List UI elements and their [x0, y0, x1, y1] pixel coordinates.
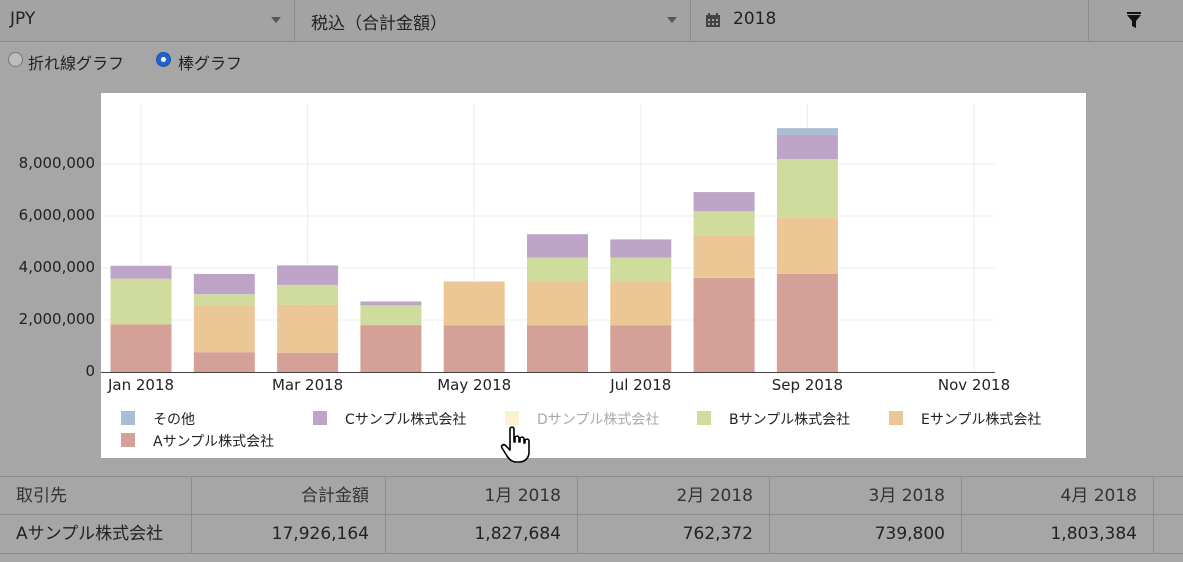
x-tick-label: Mar 2018: [272, 376, 343, 394]
y-tick-label: 4,000,000: [18, 258, 95, 276]
legend-swatch: [121, 433, 135, 447]
bar-segment[interactable]: [610, 239, 672, 258]
bar-segment[interactable]: [693, 192, 755, 212]
cell-total: 17,926,164: [192, 515, 386, 554]
radio-bar-chart-label[interactable]: 棒グラフ: [178, 54, 243, 73]
bar-segment[interactable]: [277, 304, 339, 353]
tax-mode-value: 税込（合計金額）: [311, 14, 447, 34]
bar-segment[interactable]: [776, 128, 838, 135]
bar-segment[interactable]: [527, 325, 588, 372]
legend-swatch: [889, 411, 903, 425]
bar-segment[interactable]: [277, 352, 339, 372]
table-row[interactable]: Aサンプル株式会社 17,926,164 1,827,684 762,372 7…: [0, 515, 1183, 554]
bar-segment[interactable]: [110, 265, 172, 279]
cell-month-3: 739,800: [770, 515, 962, 554]
legend-label: Eサンプル株式会社: [921, 412, 1042, 428]
bar-segment[interactable]: [110, 278, 172, 325]
filter-button[interactable]: [1089, 0, 1183, 41]
cell-client: Aサンプル株式会社: [0, 515, 192, 554]
y-tick-label: 2,000,000: [18, 310, 95, 328]
bar-segment[interactable]: [527, 257, 588, 282]
radio-line-chart-label[interactable]: 折れ線グラフ: [28, 54, 125, 73]
header-client[interactable]: 取引先: [0, 477, 192, 516]
legend-swatch: [505, 411, 519, 425]
chart-legend: その他 Cサンプル株式会社 Dサンプル株式会社 Bサンプル株式会社 Eサンプル株式会社 A…: [101, 409, 1086, 453]
legend-swatch: [121, 411, 135, 425]
year-value: 2018: [733, 9, 777, 29]
cell-month-1: 1,827,684: [386, 515, 578, 554]
bar-segment[interactable]: [610, 325, 672, 372]
x-tick-label: May 2018: [437, 376, 511, 394]
bar-segment[interactable]: [610, 257, 672, 282]
calendar-icon: [706, 13, 720, 27]
bar-segment[interactable]: [443, 281, 505, 326]
legend-label: その他: [153, 412, 195, 428]
cell-month-4: 1,803,384: [962, 515, 1154, 554]
y-tick-label: 8,000,000: [18, 154, 95, 172]
cell-month-2: 762,372: [578, 515, 770, 554]
y-tick-label: 6,000,000: [18, 206, 95, 224]
bar-segment[interactable]: [360, 301, 422, 306]
x-tick-label: Jul 2018: [609, 376, 671, 394]
bar-segment[interactable]: [693, 277, 755, 372]
bar-segment[interactable]: [110, 324, 172, 372]
y-tick-label: 0: [85, 362, 95, 380]
bar-segment[interactable]: [693, 211, 755, 236]
bar-segment[interactable]: [776, 217, 838, 274]
x-tick-label: Sep 2018: [772, 376, 843, 394]
currency-value: JPY: [10, 9, 36, 29]
legend-swatch: [697, 411, 711, 425]
toolbar: JPY 税込（合計金額） 2018: [0, 0, 1183, 42]
header-month-4[interactable]: 4月 2018: [962, 477, 1154, 516]
radio-line-chart[interactable]: [8, 52, 23, 67]
bar-segment[interactable]: [693, 235, 755, 278]
bar-segment[interactable]: [277, 265, 339, 285]
header-month-1[interactable]: 1月 2018: [386, 477, 578, 516]
table-header-row: 取引先 合計金額 1月 2018 2月 2018 3月 2018 4月 2018: [0, 476, 1183, 516]
legend-label: Dサンプル株式会社: [537, 412, 660, 428]
bar-segment[interactable]: [776, 159, 838, 218]
bar-segment[interactable]: [443, 325, 505, 372]
chevron-down-icon: [667, 17, 677, 23]
bar-segment[interactable]: [193, 305, 255, 353]
legend-label: Cサンプル株式会社: [345, 412, 467, 428]
bar-segment[interactable]: [193, 294, 255, 306]
header-total[interactable]: 合計金額: [192, 477, 386, 516]
x-tick-label: Jan 2018: [107, 376, 174, 394]
bar-segment[interactable]: [610, 281, 672, 326]
tax-mode-select[interactable]: 税込（合計金額）: [295, 0, 691, 41]
bar-segment[interactable]: [360, 305, 422, 326]
bar-segment[interactable]: [776, 134, 838, 160]
x-tick-label: Nov 2018: [938, 376, 1010, 394]
bar-segment[interactable]: [527, 281, 588, 326]
bar-segment[interactable]: [776, 273, 838, 372]
bar-segment[interactable]: [527, 234, 588, 258]
year-picker[interactable]: 2018: [691, 0, 1089, 41]
currency-select[interactable]: JPY: [0, 0, 295, 41]
header-month-3[interactable]: 3月 2018: [770, 477, 962, 516]
legend-label: Bサンプル株式会社: [729, 412, 851, 428]
radio-bar-chart[interactable]: [156, 52, 171, 67]
bar-chart: Jan 2018 Mar 2018 May 2018 Jul 2018 Sep 2018…: [101, 103, 1010, 394]
chevron-down-icon: [271, 17, 281, 23]
bar-segment[interactable]: [193, 352, 255, 372]
filter-icon: [1127, 12, 1141, 28]
bar-segment[interactable]: [277, 284, 339, 305]
chart-panel: Jan 2018 Mar 2018 May 2018 Jul 2018 Sep 2018…: [101, 93, 1086, 458]
hand-pointer-icon: [500, 426, 530, 463]
bar-segment[interactable]: [360, 325, 422, 372]
legend-swatch: [313, 411, 327, 425]
header-month-2[interactable]: 2月 2018: [578, 477, 770, 516]
legend-label: Aサンプル株式会社: [153, 434, 275, 450]
bar-segment[interactable]: [193, 273, 255, 295]
